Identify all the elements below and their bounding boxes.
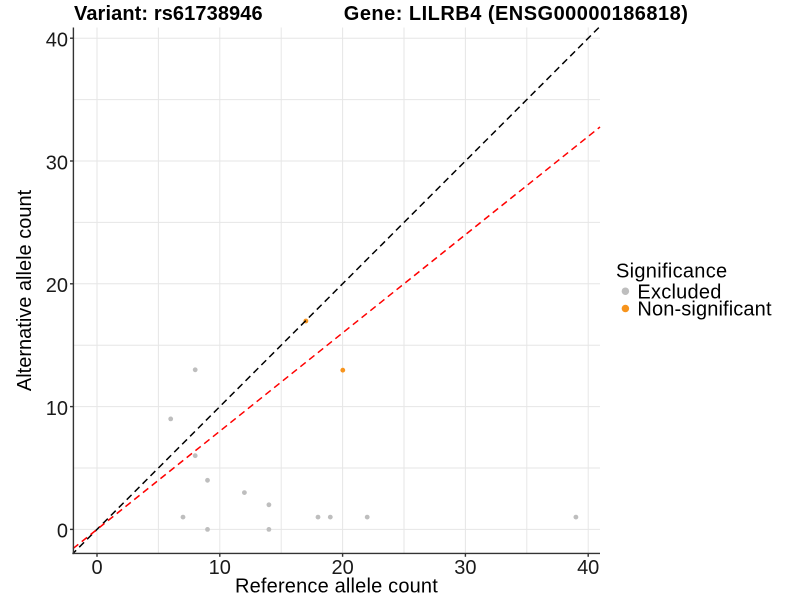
svg-text:Gene: LILRB4 (ENSG00000186818): Gene: LILRB4 (ENSG00000186818)	[344, 3, 689, 25]
svg-text:30: 30	[46, 152, 68, 174]
svg-text:40: 40	[46, 30, 68, 52]
svg-text:40: 40	[577, 557, 599, 579]
svg-text:20: 20	[331, 557, 353, 579]
svg-text:Reference allele count: Reference allele count	[235, 576, 438, 598]
svg-text:Alternative allele count: Alternative allele count	[14, 189, 36, 391]
svg-text:10: 10	[209, 557, 231, 579]
svg-text:0: 0	[57, 521, 68, 543]
svg-text:10: 10	[46, 398, 68, 420]
svg-text:0: 0	[91, 557, 102, 579]
svg-text:Variant: rs61738946: Variant: rs61738946	[74, 3, 263, 25]
svg-text:30: 30	[454, 557, 476, 579]
svg-text:Non-significant: Non-significant	[637, 299, 772, 321]
svg-text:Significance: Significance	[616, 261, 727, 283]
svg-text:Excluded: Excluded	[637, 282, 721, 304]
svg-text:20: 20	[46, 275, 68, 297]
